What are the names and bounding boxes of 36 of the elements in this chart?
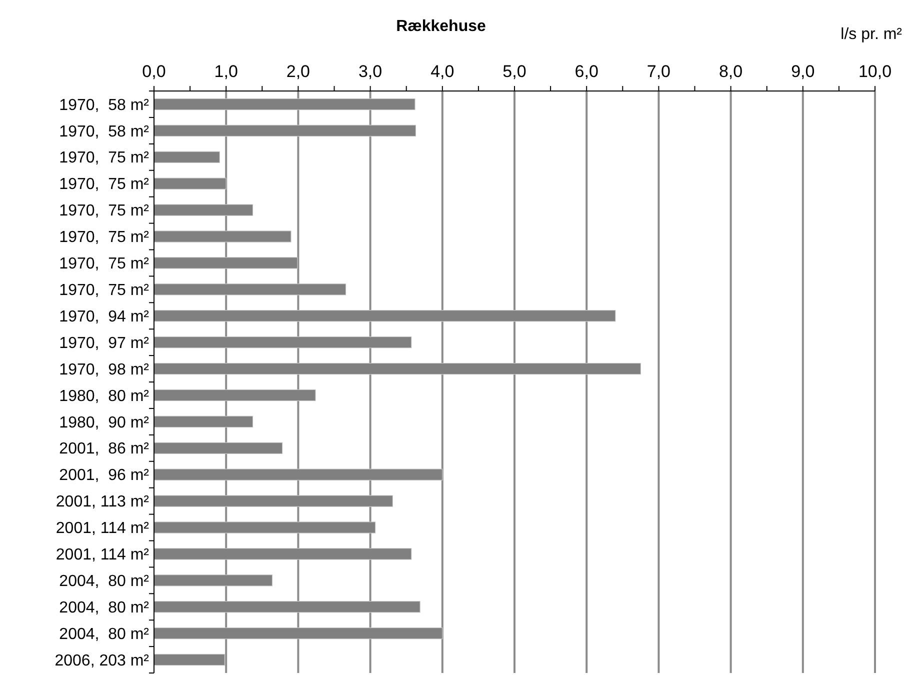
y-tick-label: 2006, 203 m² <box>54 652 150 670</box>
y-tick-label: 2001, 114 m² <box>56 520 150 538</box>
y-tick-label: 1980, 80 m² <box>59 388 150 405</box>
y-tick-label: 1970, 75 m² <box>59 282 150 300</box>
y-tick-label: 2001, 96 m² <box>59 467 150 484</box>
x-tick-label: 3,0 <box>358 62 382 81</box>
x-tick-label: 7,0 <box>646 62 671 81</box>
y-tick-label: 1970, 75 m² <box>59 150 150 167</box>
y-tick-label: 2004, 80 m² <box>59 626 150 643</box>
y-tick-label: 1970, 75 m² <box>59 176 150 194</box>
y-tick-label: 1970, 58 m² <box>59 96 150 114</box>
y-tick-label: 2004, 80 m² <box>59 599 150 616</box>
bar <box>154 151 220 163</box>
y-tick-label: 1970, 97 m² <box>59 334 150 352</box>
x-tick-label: 4,0 <box>430 62 454 81</box>
y-tick-label: 1970, 98 m² <box>59 361 150 378</box>
y-tick-label: 1970, 58 m² <box>59 123 150 140</box>
y-tick-label: 1970, 75 m² <box>59 256 150 273</box>
x-tick-label: 6,0 <box>574 62 598 81</box>
x-tick-label: 2,0 <box>286 62 310 81</box>
x-tick-label: 10,0 <box>858 62 892 81</box>
chart-title: Rækkehuse <box>396 18 486 35</box>
y-tick-label: 2001, 86 m² <box>59 440 150 458</box>
y-tick-label: 1970, 75 m² <box>59 229 150 246</box>
x-tick-label: 0,0 <box>142 62 166 81</box>
x-tick-label: 1,0 <box>214 62 238 81</box>
y-tick-label: 1970, 94 m² <box>59 308 150 326</box>
y-tick-label: 2001, 114 m² <box>56 546 150 564</box>
x-axis-title: l/s pr. m² <box>840 26 903 43</box>
x-tick-label: 5,0 <box>502 62 526 81</box>
y-tick-label: 1980, 90 m² <box>59 414 150 432</box>
y-tick-label: 2001, 113 m² <box>56 494 150 511</box>
y-tick-label: 1970, 75 m² <box>59 202 150 220</box>
y-tick-label: 2004, 80 m² <box>59 573 150 590</box>
x-tick-label: 8,0 <box>718 62 743 81</box>
x-tick-label: 9,0 <box>791 62 815 81</box>
